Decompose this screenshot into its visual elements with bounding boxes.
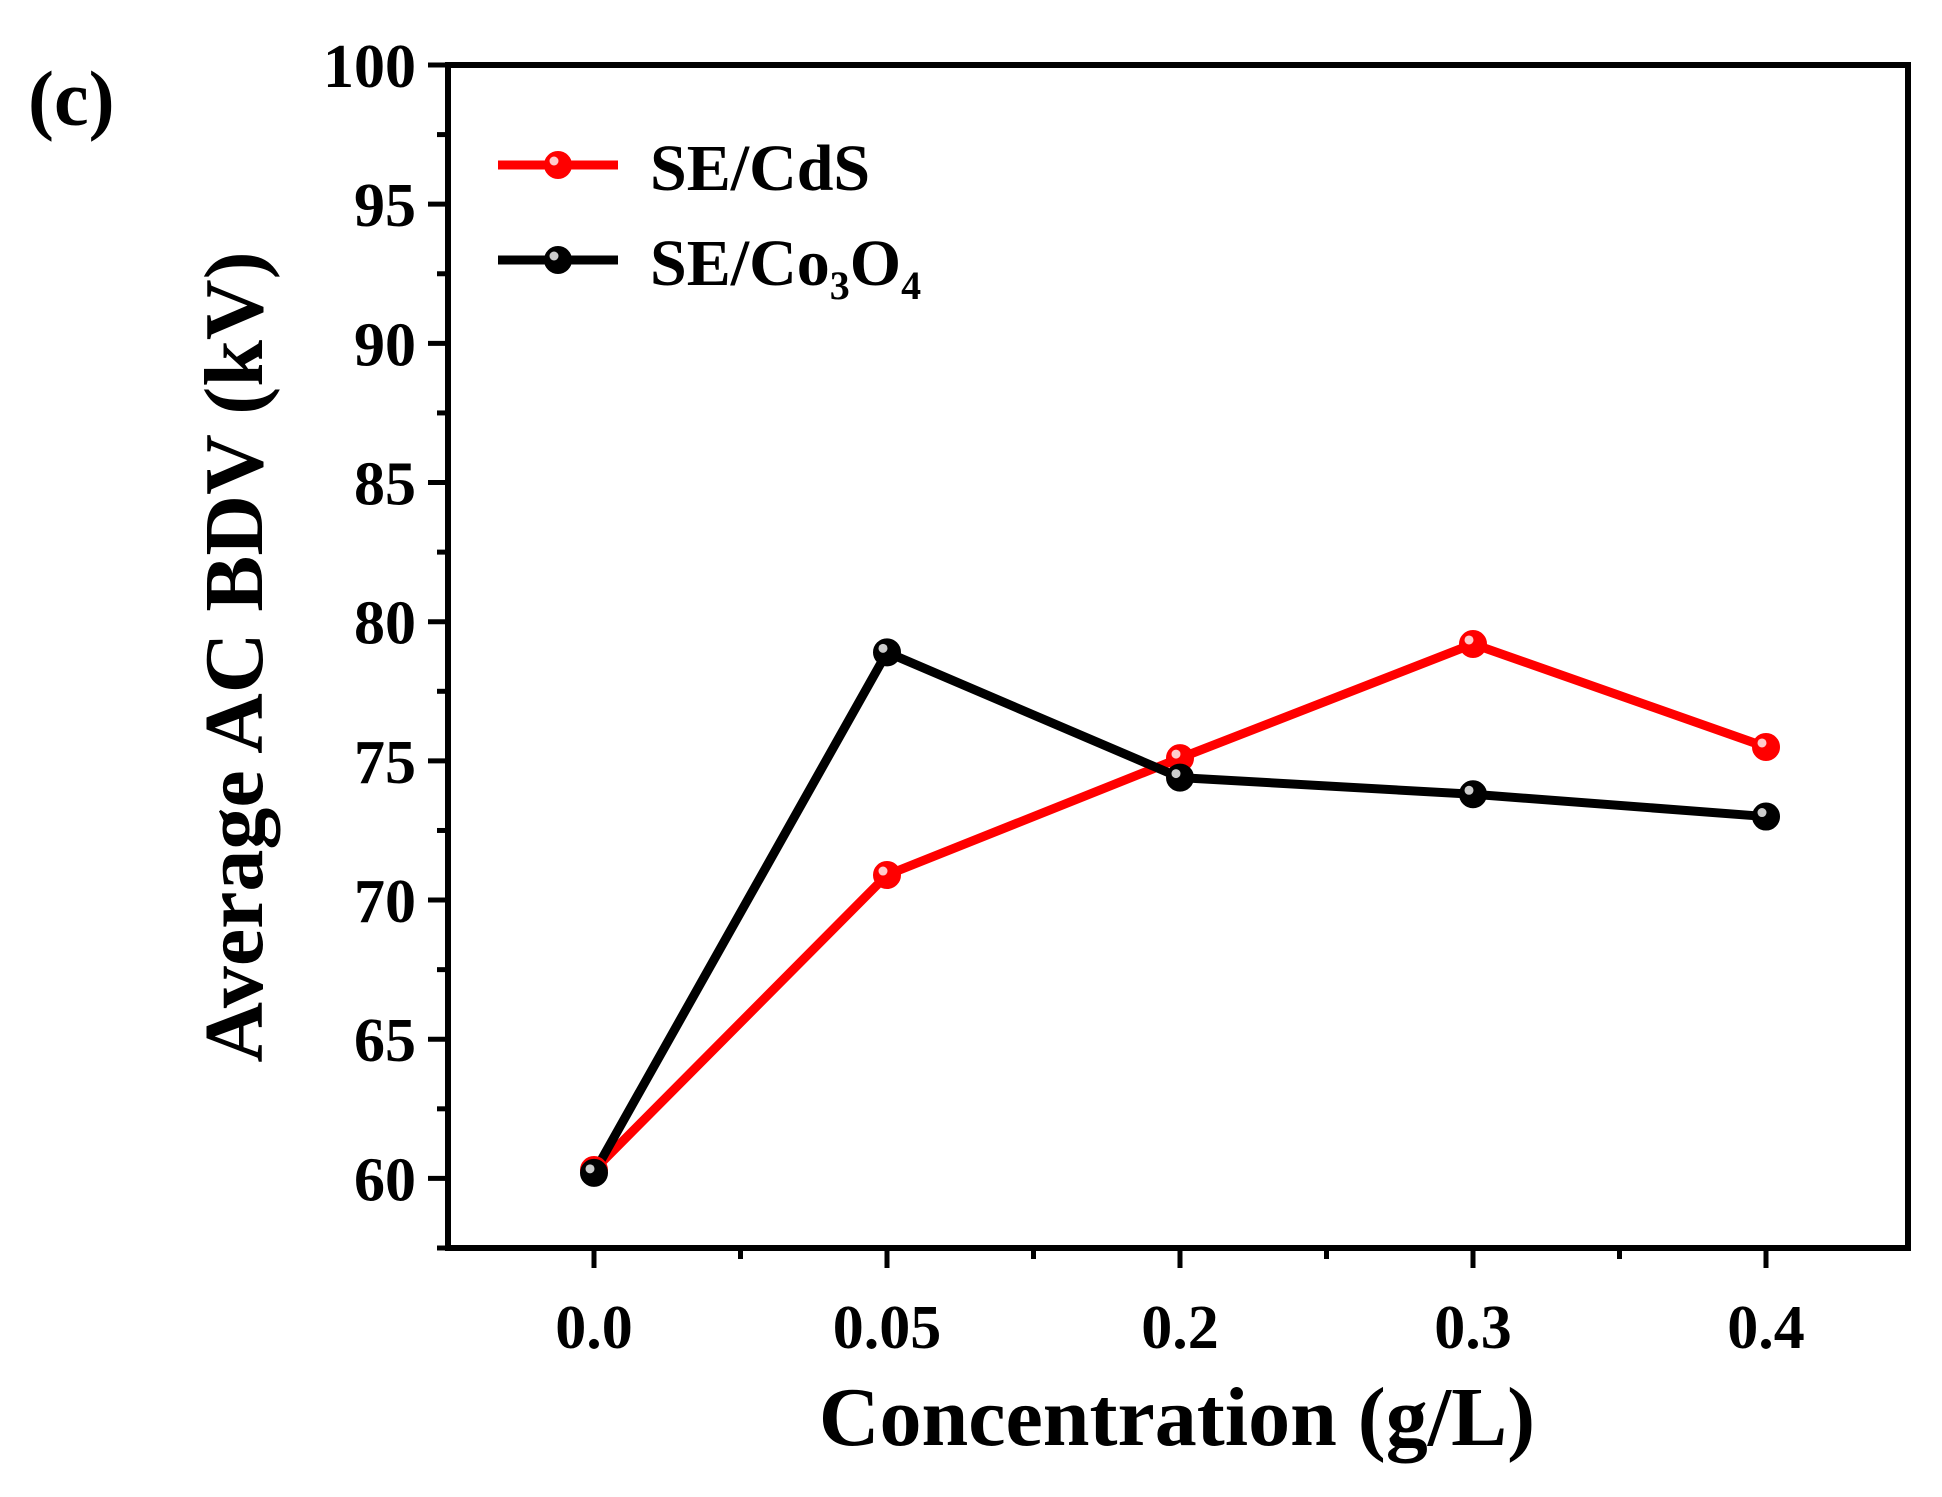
legend-marker-highlight-co3o4 — [549, 251, 559, 261]
data-point-highlight-0-3 — [1464, 635, 1474, 645]
x-tick-label: 0.4 — [1727, 1294, 1805, 1362]
legend-label-co3o4-sub4: 4 — [901, 263, 921, 308]
y-tick-label: 95 — [354, 172, 416, 240]
legend-item-co3o4: SE/Co3O4 — [498, 227, 921, 308]
data-point-highlight-1-1 — [878, 643, 888, 653]
data-point-highlight-1-4 — [1757, 808, 1767, 818]
y-axis: 60 65 70 75 80 85 90 95 100 — [323, 33, 448, 1251]
series-line-1 — [590, 647, 1767, 1176]
data-point-1-3 — [1459, 780, 1487, 809]
x-tick-label: 0.0 — [555, 1294, 633, 1362]
legend-label-co3o4-base: SE/Co — [650, 227, 830, 300]
data-point-highlight-0-1 — [878, 866, 888, 876]
legend-label-co3o4-o: O — [850, 227, 901, 300]
y-tick-label: 80 — [354, 590, 416, 658]
x-tick-label: 0.2 — [1141, 1294, 1219, 1362]
data-point-highlight-0-2 — [1171, 749, 1181, 759]
y-tick-label: 85 — [354, 451, 416, 519]
x-axis: 0.0 0.05 0.2 0.3 0.4 — [555, 1248, 1805, 1362]
data-point-0-1 — [873, 861, 901, 890]
data-point-highlight-1-0 — [585, 1164, 595, 1174]
x-tick-label: 0.05 — [833, 1294, 942, 1362]
data-point-1-4 — [1752, 802, 1780, 831]
x-tick-label: 0.3 — [1434, 1294, 1512, 1362]
x-axis-label: Concentration (g/L) — [819, 1371, 1535, 1464]
data-point-1-2 — [1166, 763, 1194, 792]
legend: SE/CdS SE/Co3O4 — [498, 132, 921, 308]
legend-marker-highlight-cds — [549, 156, 559, 166]
y-tick-label: 60 — [354, 1146, 416, 1214]
legend-label-co3o4: SE/Co3O4 — [650, 227, 921, 308]
data-point-highlight-1-3 — [1464, 785, 1474, 795]
data-point-0-4 — [1752, 732, 1780, 761]
y-tick-label: 100 — [323, 33, 416, 101]
data-point-highlight-1-2 — [1171, 769, 1181, 779]
legend-label-co3o4-sub3: 3 — [830, 263, 850, 308]
panel-label: (c) — [28, 55, 115, 142]
y-axis-label: Average AC BDV (kV) — [188, 251, 281, 1062]
data-point-highlight-0-4 — [1757, 738, 1767, 748]
series-line-0 — [590, 639, 1768, 1174]
legend-marker-co3o4 — [544, 246, 572, 274]
y-tick-label: 90 — [354, 311, 416, 379]
data-point-0-3 — [1459, 629, 1487, 658]
y-tick-label: 65 — [354, 1007, 416, 1075]
data-point-1-1 — [873, 638, 901, 667]
legend-label-cds: SE/CdS — [650, 132, 870, 205]
series-layer — [580, 629, 1780, 1187]
legend-marker-cds — [544, 151, 572, 179]
y-tick-label: 75 — [354, 729, 416, 797]
legend-item-cds: SE/CdS — [498, 132, 870, 205]
y-tick-label: 70 — [354, 868, 416, 936]
data-point-1-0 — [580, 1158, 608, 1187]
